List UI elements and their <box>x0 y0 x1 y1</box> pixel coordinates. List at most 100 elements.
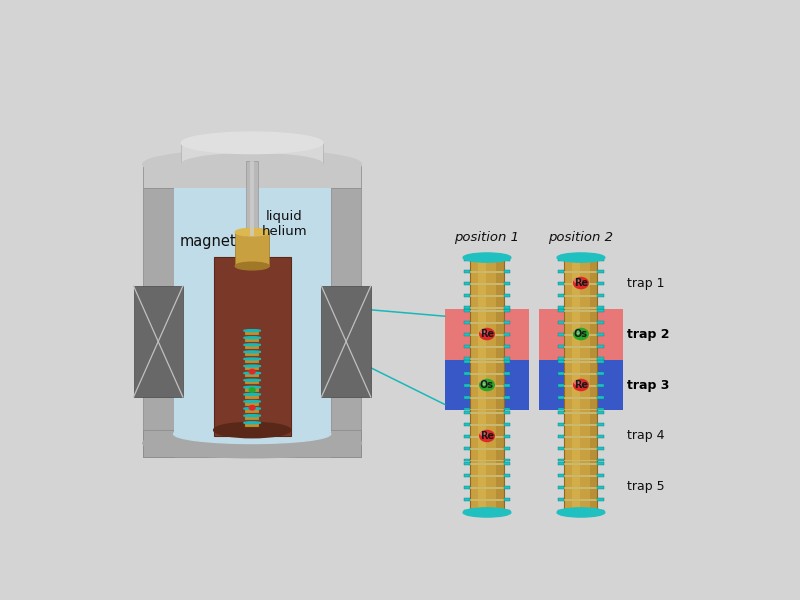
Bar <box>503 462 510 465</box>
Bar <box>598 356 604 359</box>
Bar <box>564 511 598 512</box>
Ellipse shape <box>244 358 261 360</box>
Bar <box>564 310 598 312</box>
Ellipse shape <box>481 380 487 385</box>
Bar <box>558 258 564 261</box>
Ellipse shape <box>463 508 511 517</box>
Polygon shape <box>246 338 259 342</box>
Ellipse shape <box>174 424 330 443</box>
Bar <box>598 384 604 387</box>
Bar <box>470 487 503 489</box>
Bar <box>503 321 510 324</box>
Ellipse shape <box>244 329 261 332</box>
Bar <box>558 497 564 500</box>
Bar <box>564 436 598 438</box>
Bar <box>558 411 564 414</box>
Bar <box>598 497 604 500</box>
Bar <box>564 373 598 375</box>
Text: trap 5: trap 5 <box>627 481 665 493</box>
Bar <box>598 333 604 336</box>
Ellipse shape <box>244 344 261 346</box>
Bar <box>564 322 598 324</box>
Ellipse shape <box>182 154 323 175</box>
Bar <box>470 385 503 387</box>
Bar <box>564 295 598 296</box>
Bar <box>564 499 598 500</box>
Ellipse shape <box>481 431 487 436</box>
Text: Os: Os <box>480 380 494 390</box>
Polygon shape <box>246 401 259 406</box>
Text: magnet: magnet <box>179 234 236 249</box>
Bar <box>558 458 564 461</box>
Polygon shape <box>174 187 330 442</box>
Polygon shape <box>246 394 259 398</box>
Bar <box>464 423 470 426</box>
Bar <box>503 423 510 426</box>
Bar <box>503 356 510 359</box>
Bar <box>564 361 598 363</box>
Bar <box>470 271 503 273</box>
Bar <box>558 407 564 410</box>
Bar <box>464 333 470 336</box>
Bar <box>558 435 564 438</box>
Bar <box>598 270 604 273</box>
Ellipse shape <box>574 277 588 289</box>
Bar <box>558 474 564 477</box>
Ellipse shape <box>574 329 581 334</box>
Polygon shape <box>246 352 259 356</box>
Bar <box>470 409 503 410</box>
Bar <box>470 436 503 438</box>
Bar <box>558 270 564 273</box>
Ellipse shape <box>244 351 261 353</box>
Ellipse shape <box>143 428 362 458</box>
Bar <box>598 411 604 414</box>
Bar <box>503 486 510 489</box>
Bar <box>558 447 564 449</box>
Bar <box>558 372 564 375</box>
Bar <box>445 359 530 410</box>
Text: Re: Re <box>480 431 494 441</box>
Bar <box>470 283 503 285</box>
Bar <box>464 474 470 477</box>
Polygon shape <box>214 257 290 436</box>
Bar <box>470 460 503 461</box>
Bar <box>558 309 564 312</box>
Ellipse shape <box>250 370 255 374</box>
Bar <box>503 435 510 438</box>
Bar <box>503 384 510 387</box>
Bar <box>538 308 623 359</box>
Bar <box>470 475 503 477</box>
Polygon shape <box>246 331 259 335</box>
Ellipse shape <box>244 372 261 374</box>
Ellipse shape <box>182 132 323 154</box>
Text: Re: Re <box>574 278 588 288</box>
Bar <box>503 509 510 512</box>
Bar <box>564 259 598 261</box>
Polygon shape <box>246 373 259 377</box>
Ellipse shape <box>250 406 255 410</box>
Text: Re: Re <box>480 329 494 339</box>
Bar <box>598 360 604 363</box>
Bar <box>598 294 604 296</box>
Ellipse shape <box>244 386 261 388</box>
Ellipse shape <box>480 328 494 340</box>
Bar <box>558 356 564 359</box>
Polygon shape <box>143 164 362 187</box>
Bar <box>503 458 510 461</box>
Bar <box>464 282 470 285</box>
Bar <box>598 462 604 465</box>
Bar <box>503 305 510 308</box>
Ellipse shape <box>235 262 269 270</box>
Bar <box>464 309 470 312</box>
Bar <box>558 486 564 489</box>
Text: liquid
helium: liquid helium <box>262 209 307 238</box>
Bar <box>496 257 503 512</box>
Bar <box>558 462 564 465</box>
Ellipse shape <box>244 401 261 403</box>
Bar <box>464 321 470 324</box>
Bar <box>503 396 510 398</box>
Bar <box>464 458 470 461</box>
Ellipse shape <box>244 415 261 416</box>
Bar <box>464 294 470 296</box>
Bar <box>470 424 503 426</box>
